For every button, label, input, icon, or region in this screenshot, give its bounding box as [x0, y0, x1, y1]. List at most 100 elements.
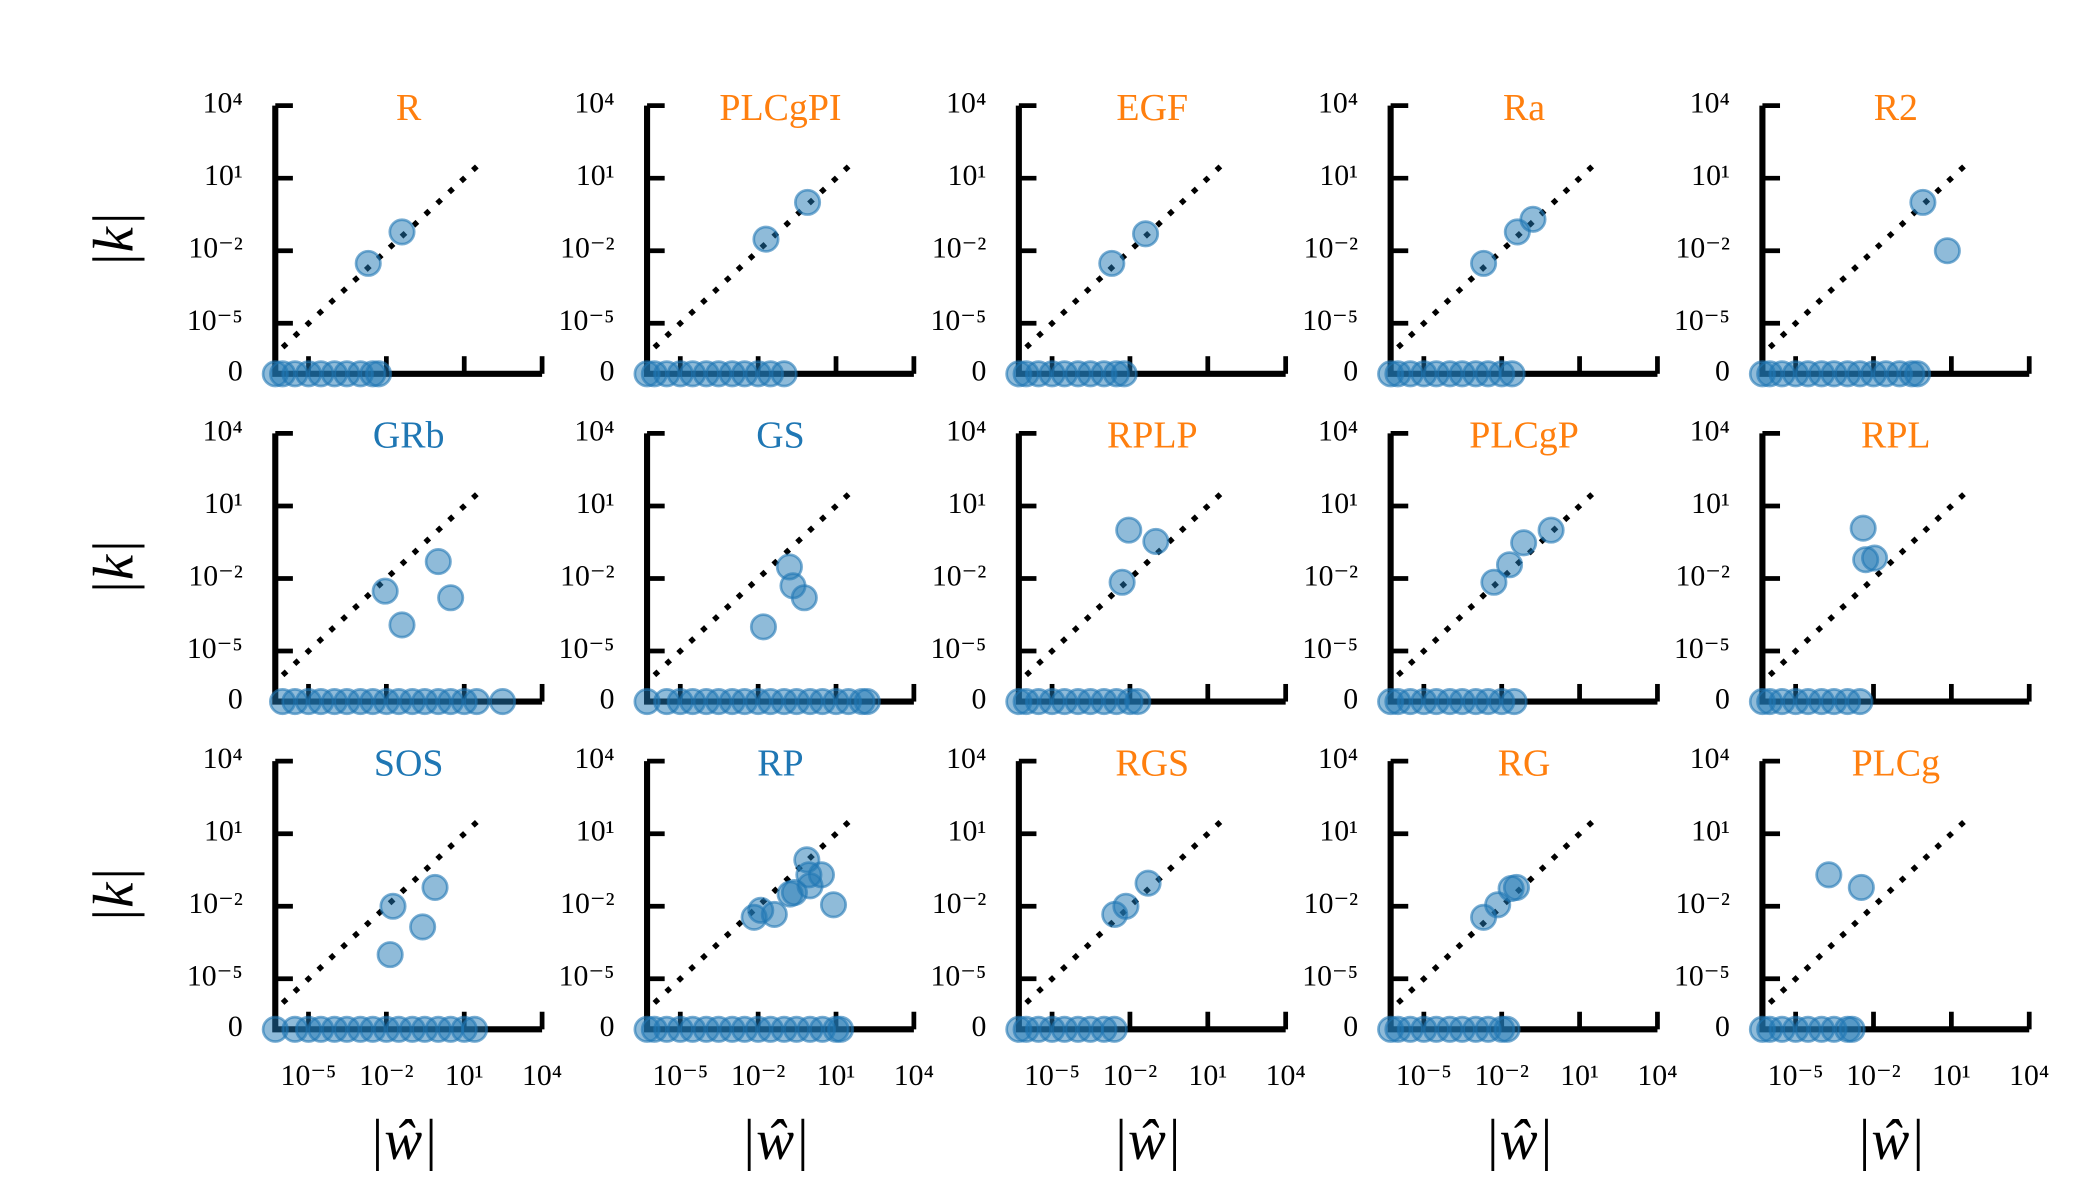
point	[1846, 688, 1874, 716]
point	[1108, 568, 1136, 596]
point	[1132, 220, 1160, 248]
y-tick-label: 10¹	[204, 815, 243, 848]
point	[794, 188, 822, 216]
y-axis-label: |k|	[83, 211, 146, 268]
y-axis-label: |k|	[83, 539, 146, 596]
point	[1849, 514, 1877, 542]
y-tick-label: 10¹	[576, 487, 615, 520]
y-tick-label: 10⁻⁵	[559, 960, 615, 993]
identity-line	[652, 812, 859, 1005]
panel-title: PLCgP	[1469, 415, 1579, 457]
y-tick-label: 0	[600, 682, 615, 715]
x-tick-label: 10⁻²	[359, 1059, 414, 1092]
y-tick-label: 10¹	[576, 159, 615, 192]
y-tick-label: 10⁻²	[932, 887, 987, 920]
point	[1519, 205, 1547, 233]
point	[1904, 360, 1932, 388]
identity-line	[1024, 157, 1230, 350]
y-tick-label: 10⁴	[1690, 414, 1730, 447]
y-tick-label: 10⁻⁵	[1674, 960, 1730, 993]
identity-line	[1767, 812, 1974, 1005]
y-tick-label: 10⁴	[946, 86, 986, 119]
identity-line	[652, 157, 859, 350]
point	[376, 941, 404, 969]
axis-spines	[272, 761, 543, 1033]
point	[437, 584, 465, 612]
panel-title: RPL	[1861, 415, 1931, 457]
x-axis-label: |ŵ|	[1112, 1109, 1181, 1172]
panel-title: RG	[1498, 742, 1551, 784]
y-tick-label: 10⁴	[946, 414, 986, 447]
y-tick-label: 10⁻⁵	[1302, 632, 1358, 665]
point	[770, 360, 798, 388]
y-tick-label: 10⁻²	[1675, 887, 1730, 920]
y-tick-label: 10⁴	[1690, 86, 1730, 119]
point	[489, 688, 517, 716]
point	[1100, 1015, 1128, 1043]
point	[795, 861, 823, 889]
x-tick-label: 10⁻²	[1846, 1059, 1901, 1092]
point	[827, 1015, 855, 1043]
identity-line	[280, 485, 487, 678]
y-tick-label: 10⁴	[946, 742, 986, 775]
point	[749, 613, 777, 641]
x-axis-label: |ŵ|	[369, 1109, 438, 1172]
y-tick-label: 10¹	[204, 159, 243, 192]
y-tick-label: 10¹	[204, 487, 243, 520]
point	[853, 688, 881, 716]
point	[1909, 188, 1937, 216]
y-tick-label: 10¹	[1691, 815, 1730, 848]
y-tick-label: 10⁻⁵	[1302, 960, 1358, 993]
y-tick-label: 0	[1715, 355, 1730, 388]
axis-spines	[644, 105, 914, 377]
panel-title: R	[396, 87, 422, 129]
identity-line	[1396, 812, 1602, 1005]
point	[388, 218, 416, 246]
y-tick-label: 10⁴	[203, 742, 243, 775]
point	[1537, 516, 1565, 544]
y-tick-label: 10⁻⁵	[1674, 632, 1730, 665]
y-tick-label: 0	[228, 682, 243, 715]
y-tick-label: 10¹	[948, 815, 987, 848]
y-tick-label: 10⁴	[1318, 414, 1358, 447]
point	[379, 892, 407, 920]
x-tick-label: 10⁴	[522, 1059, 562, 1092]
identity-line	[1396, 485, 1602, 678]
y-tick-label: 10⁴	[574, 742, 614, 775]
axis-spines	[272, 433, 543, 705]
y-tick-label: 10⁻²	[188, 232, 243, 265]
point	[1124, 688, 1152, 716]
point	[1115, 516, 1143, 544]
point	[1470, 249, 1498, 277]
y-tick-label: 10⁻⁵	[1302, 304, 1358, 337]
point	[461, 1015, 489, 1043]
panel-title: PLCg	[1852, 742, 1941, 784]
point	[1500, 688, 1528, 716]
y-tick-label: 10⁻⁵	[930, 960, 986, 993]
point	[1142, 527, 1170, 556]
point	[790, 584, 818, 612]
point	[371, 577, 399, 605]
point	[1098, 249, 1126, 277]
x-tick-label: 10⁻²	[1103, 1059, 1158, 1092]
point	[1933, 237, 1961, 265]
y-tick-label: 10⁻²	[932, 232, 987, 265]
x-tick-label: 10⁻⁵	[652, 1059, 708, 1092]
axis-spines	[1387, 433, 1658, 705]
y-tick-label: 10⁴	[203, 414, 243, 447]
identity-line	[1767, 157, 1974, 350]
panel-title: GS	[756, 415, 804, 457]
panel-title: Ra	[1503, 87, 1545, 129]
x-tick-label: 10⁴	[2009, 1059, 2049, 1092]
y-tick-label: 10¹	[1319, 159, 1358, 192]
panel-title: PLCgPI	[719, 87, 841, 129]
y-tick-label: 10⁻²	[1675, 232, 1730, 265]
y-tick-label: 10⁴	[574, 86, 614, 119]
y-tick-label: 10⁻⁵	[187, 304, 243, 337]
panel-title: SOS	[374, 742, 444, 784]
y-tick-label: 10¹	[1319, 487, 1358, 520]
x-tick-label: 10¹	[817, 1059, 856, 1092]
axis-spines	[1015, 433, 1286, 705]
y-tick-label: 10⁻⁵	[1674, 304, 1730, 337]
